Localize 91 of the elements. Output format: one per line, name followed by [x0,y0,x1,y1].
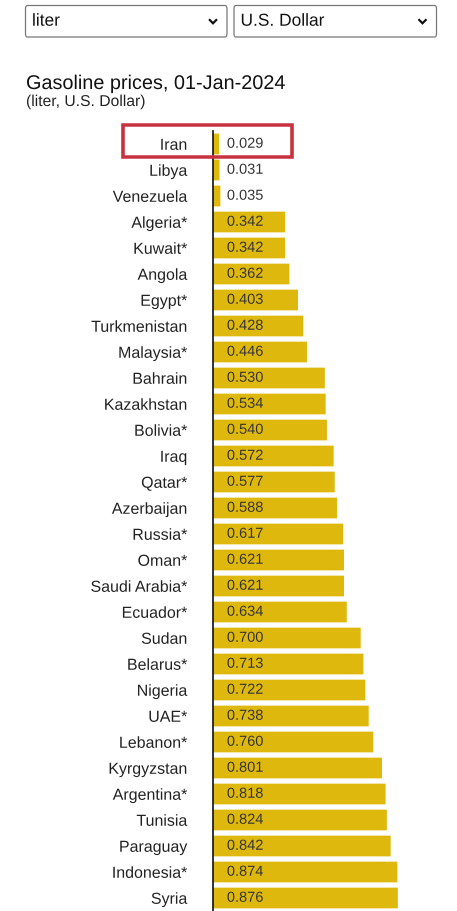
bar [213,706,369,726]
data-label: 0.035 [227,190,263,200]
data-label: 0.534 [227,398,263,408]
data-label: 0.760 [227,736,263,746]
bar [213,654,364,674]
bar [213,576,344,596]
y-tick-label: Argentina* [112,788,188,804]
bar [213,784,386,804]
y-tick-label: Algeria* [131,216,188,232]
bar [213,498,338,518]
bar [213,602,347,622]
data-label: 0.824 [227,814,263,824]
data-label: 0.342 [227,242,263,252]
bar [213,420,327,440]
y-tick-label: Iraq [161,450,186,466]
bar [213,810,387,830]
bar [213,758,382,778]
data-label: 0.362 [227,268,263,278]
y-tick-label: Syria [152,892,188,908]
data-label: 0.540 [227,424,263,434]
data-label: 0.031 [227,164,263,174]
data-label: 0.738 [227,710,263,720]
y-tick-label: Indonesia* [113,866,188,878]
bar [213,836,391,856]
y-tick-label: Ecuador* [122,606,188,618]
text: liter [33,13,60,26]
y-tick-label: Kazakhstan [105,398,186,410]
data-label: 0.403 [227,294,263,304]
y-tick-label: Kyrgyzstan [110,762,186,778]
text: U.S. Dollar [242,13,324,26]
bar [213,888,398,908]
text: (liter, U.S. Dollar) [26,94,144,110]
data-label: 0.446 [227,346,263,356]
y-tick-label: Qatar* [142,476,188,491]
data-label: 0.634 [227,606,263,616]
y-tick-label: Oman* [138,554,188,566]
data-label: 0.801 [227,762,263,772]
data-label: 0.818 [227,788,263,798]
bar [213,342,308,362]
y-tick-label: Belarus* [128,658,188,670]
data-label: 0.842 [227,840,263,850]
bar [213,290,298,310]
y-tick-label: Venezuela [112,190,188,202]
bar [213,732,374,752]
y-tick-label: Turkmenistan [92,320,186,332]
y-tick-label: Bahrain [134,372,186,384]
y-tick-label: Bolivia* [135,424,188,436]
chart-title: Gasoline prices, 01-Jan-2024 [27,74,285,94]
bar [213,316,304,336]
data-label: 0.530 [227,372,263,382]
y-tick-label: Russia* [134,528,188,540]
y-tick-label: Nigeria [138,684,188,700]
y-tick-label: Tunisia [136,814,188,826]
y-tick-label: Kuwait* [134,242,188,254]
bar [213,212,286,232]
data-label: 0.342 [227,216,263,226]
y-tick-label: Egypt* [142,294,188,310]
data-label: 0.876 [227,892,263,902]
bar [213,264,290,284]
y-tick-label: Paraguay [120,840,188,856]
bar [213,394,326,414]
data-label: 0.428 [227,320,263,330]
y-tick-label: Sudan [142,632,186,644]
y-tick-label: Angola [138,268,188,284]
data-label: 0.713 [227,658,263,668]
y-tick-label: Libya [150,164,188,180]
y-tick-label: UAE* [149,710,188,722]
bar [213,550,344,570]
data-label: 0.722 [227,684,263,694]
y-tick-label: Saudi Arabia* [91,580,188,592]
data-label: 0.577 [227,476,263,486]
y-tick-label: Azerbaijan [112,502,186,518]
bar [213,238,286,258]
data-label: 0.029 [227,138,263,148]
data-label: 0.617 [227,528,263,538]
data-label: 0.588 [227,502,263,512]
y-tick-label: Malaysia* [119,346,188,362]
bar [213,862,398,882]
bar [213,628,361,648]
bar [213,680,366,700]
y-tick-label: Lebanon* [120,736,188,748]
bar [213,472,335,492]
bar [213,446,334,466]
data-label: 0.621 [227,580,263,590]
bar [213,524,344,544]
bar [213,368,325,388]
data-label: 0.874 [227,866,263,876]
data-label: 0.621 [227,554,263,564]
data-label: 0.700 [227,632,263,642]
y-tick-label: Iran [161,138,186,150]
data-label: 0.572 [227,450,263,460]
